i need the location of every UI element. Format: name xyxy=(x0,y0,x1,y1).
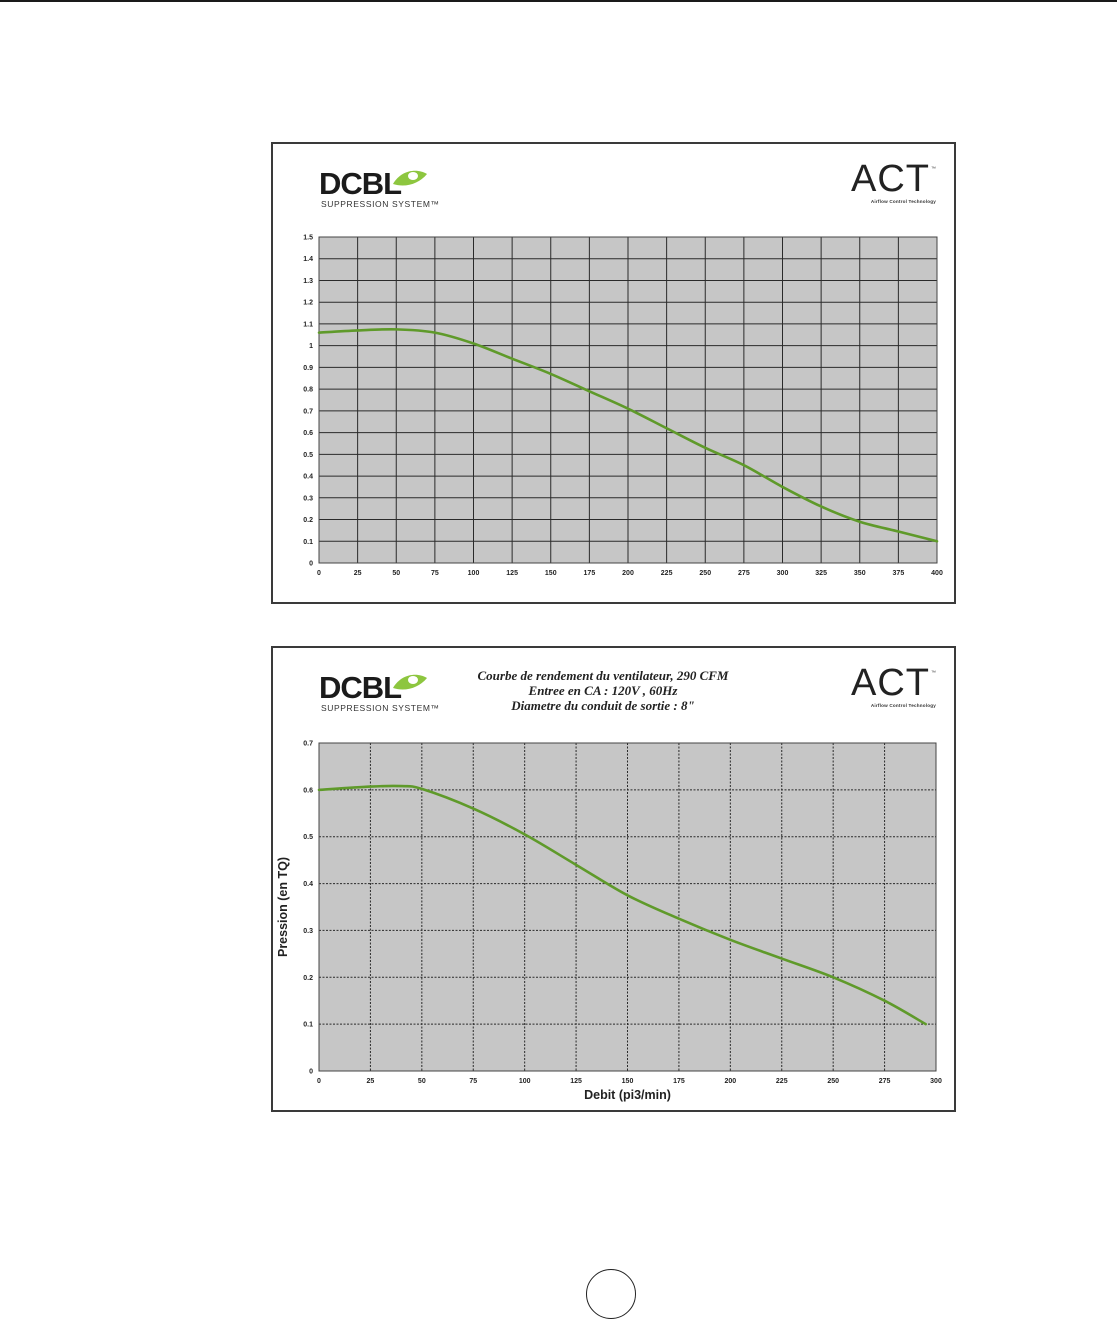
x-tick-label: 225 xyxy=(776,1078,788,1085)
dcbl-logo-subtitle: SUPPRESSION SYSTEM™ xyxy=(321,703,440,713)
dcbl-logo-text: DCBL xyxy=(319,166,402,201)
y-tick-label: 1 xyxy=(309,343,313,350)
y-tick-label: 0.5 xyxy=(303,834,313,841)
x-tick-label: 25 xyxy=(354,570,362,577)
y-tick-label: 0.3 xyxy=(303,928,313,935)
y-tick-label: 0.8 xyxy=(303,387,313,394)
plot-border xyxy=(318,742,937,1072)
x-tick-label: 75 xyxy=(469,1078,477,1085)
y-tick-label: 0.2 xyxy=(303,517,313,524)
x-tick-label: 125 xyxy=(506,570,518,577)
x-tick-label: 350 xyxy=(854,570,866,577)
x-tick-label: 400 xyxy=(931,570,943,577)
act-trademark: ™ xyxy=(931,166,936,172)
x-tick-label: 75 xyxy=(431,570,439,577)
y-axis-label: Pression (en TQ) xyxy=(276,857,290,957)
x-tick-label: 0 xyxy=(317,1078,321,1085)
x-tick-label: 150 xyxy=(622,1078,634,1085)
x-tick-label: 250 xyxy=(827,1078,839,1085)
y-tick-label: 1.3 xyxy=(303,278,313,285)
chart-2-title-line-3: Diametre du conduit de sortie : 8" xyxy=(511,698,695,713)
x-tick-label: 25 xyxy=(367,1078,375,1085)
y-tick-label: 1.5 xyxy=(303,235,313,242)
chart-2-title-line-1: Courbe de rendement du ventilateur, 290 … xyxy=(477,668,729,683)
top-rule xyxy=(0,0,1117,2)
y-tick-label: 1.4 xyxy=(303,256,313,263)
dcbl-logo-subtitle: SUPPRESSION SYSTEM™ xyxy=(321,199,440,209)
dcbl-logo: DCBL SUPPRESSION SYSTEM™ xyxy=(319,670,449,720)
y-tick-label: 0.6 xyxy=(303,787,313,794)
x-tick-label: 275 xyxy=(738,570,750,577)
x-tick-label: 325 xyxy=(815,570,827,577)
act-logo: ACT ™ Airflow Control Technology xyxy=(842,662,936,712)
y-tick-label: 0.1 xyxy=(303,539,313,546)
page-number-circle xyxy=(586,1269,636,1319)
y-tick-label: 0.4 xyxy=(303,881,313,888)
chart-panel-2: DCBL SUPPRESSION SYSTEM™ Courbe de rende… xyxy=(271,646,956,1112)
chart-1-plot: 0 25 50 75 100 125 150 175 200 225 250 275 300 325 350… xyxy=(303,235,943,578)
y-tick-label: 0.2 xyxy=(303,975,313,982)
x-tick-label: 300 xyxy=(930,1078,942,1085)
chart-2-title-line-2: Entree en CA : 120V , 60Hz xyxy=(528,683,678,698)
series-line xyxy=(317,327,939,543)
y-tick-label: 0.6 xyxy=(303,430,313,437)
x-tick-label: 250 xyxy=(699,570,711,577)
x-axis-label: Debit (pi3/min) xyxy=(584,1088,671,1102)
x-tick-label: 125 xyxy=(570,1078,582,1085)
y-tick-label: 0.1 xyxy=(303,1022,313,1029)
act-logo-subtitle: Airflow Control Technology xyxy=(870,199,936,204)
x-tick-label: 225 xyxy=(661,570,673,577)
chart-panel-1: DCBL SUPPRESSION SYSTEM™ ACT ™ Airflow C… xyxy=(271,142,956,604)
x-tick-label: 50 xyxy=(418,1078,426,1085)
x-tick-label: 175 xyxy=(673,1078,685,1085)
act-logo-text: ACT xyxy=(851,662,930,704)
chart-2-title: Courbe de rendement du ventilateur, 290 … xyxy=(443,668,763,713)
y-tick-label: 0.9 xyxy=(303,365,313,372)
y-tick-label: 0 xyxy=(309,1069,313,1076)
x-tick-label: 100 xyxy=(468,570,480,577)
y-tick-label: 1.1 xyxy=(303,321,313,328)
x-tick-label: 300 xyxy=(777,570,789,577)
x-tick-label: 200 xyxy=(622,570,634,577)
y-tick-label: 0 xyxy=(309,561,313,568)
x-tick-label: 100 xyxy=(519,1078,531,1085)
dcbl-logo-text: DCBL xyxy=(319,670,402,705)
chart-2-plot: 0 25 50 75 100 125 150 175 200 225 250 275 300 0 0.1 0.… xyxy=(276,741,942,1103)
x-tick-label: 375 xyxy=(893,570,905,577)
y-tick-label: 0.7 xyxy=(303,741,313,748)
x-tick-label: 50 xyxy=(392,570,400,577)
x-tick-label: 175 xyxy=(584,570,596,577)
leaf-icon xyxy=(393,674,427,690)
x-tick-label: 200 xyxy=(724,1078,736,1085)
series-line xyxy=(317,784,928,1026)
y-tick-label: 0.3 xyxy=(303,495,313,502)
y-tick-label: 0.5 xyxy=(303,452,313,459)
y-tick-label: 0.4 xyxy=(303,474,313,481)
y-tick-label: 1.2 xyxy=(303,300,313,307)
act-logo-text: ACT xyxy=(851,158,930,200)
x-tick-label: 150 xyxy=(545,570,557,577)
x-tick-label: 275 xyxy=(879,1078,891,1085)
act-logo-subtitle: Airflow Control Technology xyxy=(870,703,936,708)
x-tick-label: 0 xyxy=(317,570,321,577)
y-tick-label: 0.7 xyxy=(303,408,313,415)
dcbl-logo: DCBL SUPPRESSION SYSTEM™ xyxy=(319,166,449,216)
act-trademark: ™ xyxy=(931,670,936,676)
plot-border xyxy=(318,236,938,564)
act-logo: ACT ™ Airflow Control Technology xyxy=(842,158,936,208)
leaf-icon xyxy=(393,170,427,186)
